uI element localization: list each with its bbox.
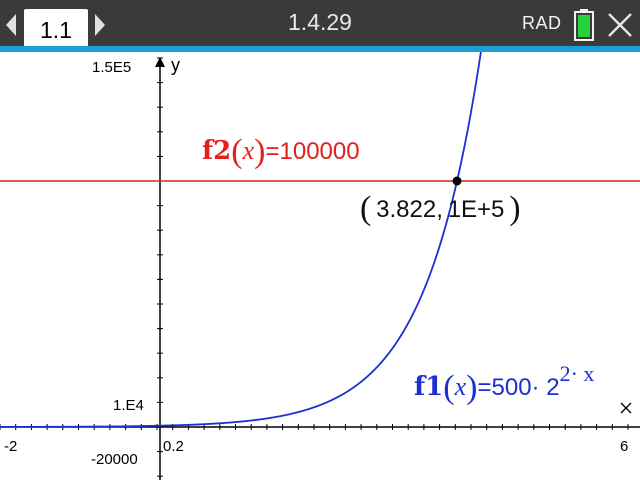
- y-min-label: -20000: [91, 451, 138, 468]
- battery-icon: [573, 8, 595, 42]
- f1-variable: x: [454, 372, 467, 401]
- y-max-label: 1.5E5: [92, 59, 132, 76]
- graph-area[interactable]: 1.5E5 y 1.E4 -2 0.2 6 -20000 f2(x)=10000…: [0, 52, 640, 480]
- x-axis-end-marker: [620, 402, 632, 414]
- y-axis-label: y: [171, 55, 180, 75]
- x-scale-label: 0.2: [163, 438, 184, 455]
- f2-variable: x: [242, 136, 255, 165]
- tab-label: 1.1: [40, 17, 72, 43]
- intersection-y: 1E+5: [447, 196, 505, 223]
- f1-exponent: 2· x: [559, 361, 595, 386]
- f1-equation-label[interactable]: f1(x)=500· 22· x: [414, 361, 595, 406]
- f2-function-name: f2: [202, 136, 232, 166]
- tab-strip-accent: [0, 46, 640, 52]
- x-max-label: 6: [620, 438, 629, 455]
- title-bar: 1.1 1.4.29 RAD: [0, 0, 640, 52]
- f2-expression: =100000: [265, 138, 360, 165]
- plot-canvas: [0, 52, 640, 480]
- intersection-point: [452, 176, 462, 186]
- chevron-right-icon[interactable]: [90, 10, 110, 40]
- y-axis-arrow: [155, 57, 165, 67]
- chevron-left-icon[interactable]: [2, 10, 22, 40]
- y-scale-label: 1.E4: [113, 397, 144, 414]
- x-min-label: -2: [4, 438, 18, 455]
- close-icon[interactable]: [606, 11, 634, 39]
- intersection-label[interactable]: ( 3.822, 1E+5 ): [360, 190, 521, 227]
- tab-page-1-1[interactable]: 1.1: [24, 9, 88, 52]
- f2-equation-label[interactable]: f2(x)=100000: [202, 133, 360, 170]
- angle-mode-indicator: RAD: [522, 13, 562, 33]
- f1-function-name: f1: [414, 372, 444, 402]
- axis-ticks: [0, 57, 629, 477]
- f1-expression: =500· 2: [477, 374, 560, 401]
- f1-graph: [0, 52, 482, 428]
- document-title: 1.4.29: [288, 9, 352, 35]
- intersection-x: 3.822: [376, 196, 437, 223]
